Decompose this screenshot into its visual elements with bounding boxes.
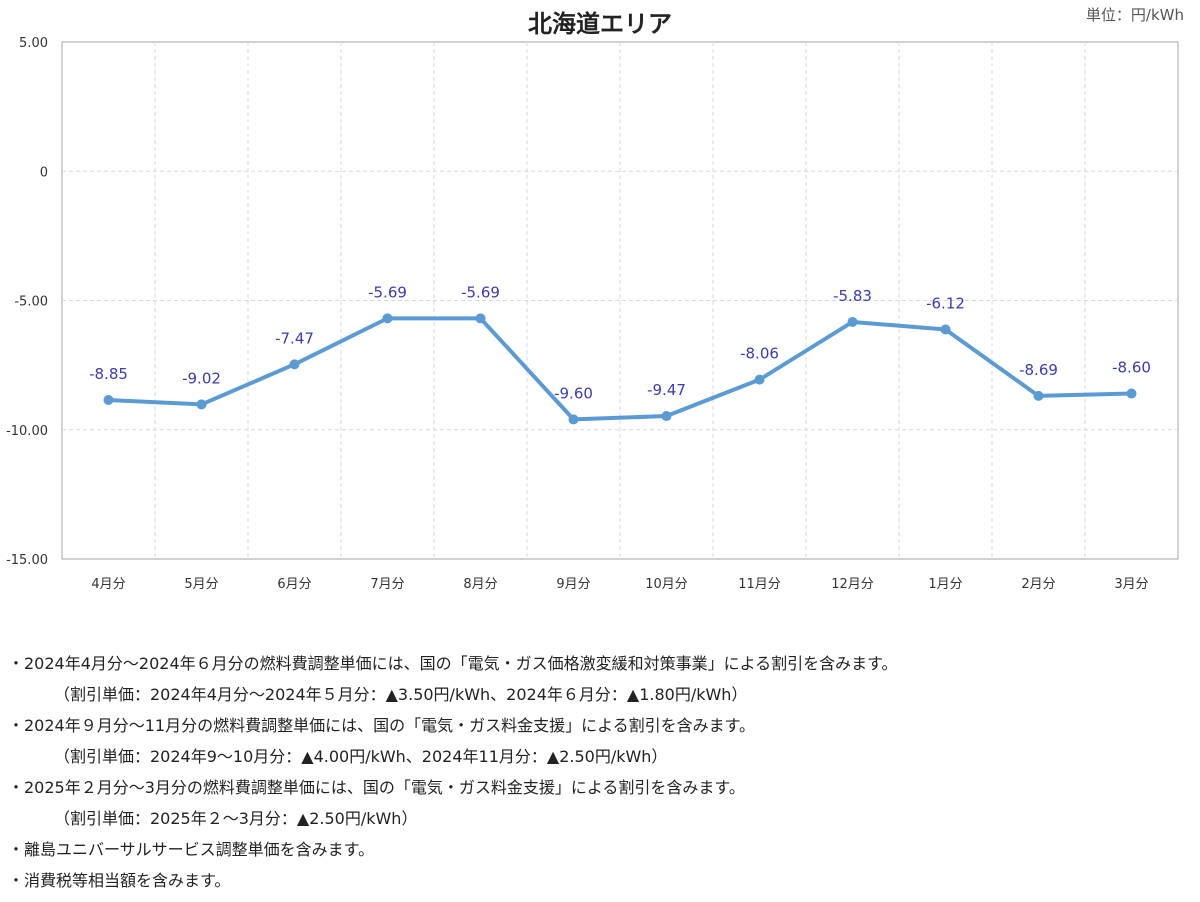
data-label: -8.06 <box>740 345 779 363</box>
x-tick-label: 7月分 <box>370 577 404 592</box>
x-tick-label: 2月分 <box>1021 577 1055 592</box>
note-line: （割引単価：2024年4月分～2024年５月分：▲3.50円/kWh、2024年… <box>54 685 748 704</box>
x-tick-label: 9月分 <box>556 577 590 592</box>
data-label: -8.60 <box>1112 359 1151 377</box>
x-tick-label: 5月分 <box>184 577 218 592</box>
data-label: -5.83 <box>833 287 872 305</box>
unit-label: 単位：円/kWh <box>1085 6 1184 24</box>
note-line: ・2024年4月分～2024年６月分の燃料費調整単価には、国の「電気・ガス価格激… <box>8 654 898 673</box>
y-tick-label: -15.00 <box>6 553 48 568</box>
x-tick-label: 6月分 <box>277 577 311 592</box>
data-point <box>475 313 486 324</box>
x-tick-label: 11月分 <box>738 577 781 592</box>
data-label: -9.47 <box>647 381 686 399</box>
chart-title: 北海道エリア <box>528 10 672 38</box>
data-point <box>940 324 951 335</box>
data-point <box>661 411 672 422</box>
y-tick-label: 0 <box>40 165 48 180</box>
series-line <box>106 316 1134 422</box>
note-line: ・2024年９月分～11月分の燃料費調整単価には、国の「電気・ガス料金支援」によ… <box>8 716 755 735</box>
data-point <box>289 359 300 370</box>
note-line: （割引単価：2024年9～10月分：▲4.00円/kWh、2024年11月分：▲… <box>54 747 668 766</box>
x-tick-label: 3月分 <box>1114 577 1148 592</box>
y-tick-label: -10.00 <box>6 424 48 439</box>
y-tick-label: -5.00 <box>14 295 48 310</box>
note-line: ・2025年２月分～3月分の燃料費調整単価には、国の「電気・ガス料金支援」による… <box>8 778 745 797</box>
data-point <box>103 395 114 406</box>
note-line: ・消費税等相当額を含みます。 <box>8 871 231 890</box>
data-point <box>754 374 765 385</box>
data-point <box>196 399 207 410</box>
data-label: -8.85 <box>89 365 128 383</box>
notes-list: ・2024年4月分～2024年６月分の燃料費調整単価には、国の「電気・ガス価格激… <box>8 648 1188 896</box>
note-line: （割引単価：2025年２～3月分：▲2.50円/kWh） <box>54 809 418 828</box>
data-label: -8.69 <box>1019 361 1058 379</box>
data-point <box>1033 390 1044 401</box>
line-chart: 5.00 0 -5.00 -10.00 -15.00 4月分 5月分 6月分 7月分 8月分 9月分… <box>6 36 1179 592</box>
x-tick-label: 12月分 <box>831 577 874 592</box>
data-label: -5.69 <box>461 283 500 301</box>
data-point <box>568 414 579 425</box>
data-point <box>847 316 858 327</box>
x-tick-label: 1月分 <box>928 577 962 592</box>
data-label: -7.47 <box>275 329 314 347</box>
note-line: ・離島ユニバーサルサービス調整単価を含みます。 <box>8 840 375 859</box>
x-tick-label: 4月分 <box>91 577 125 592</box>
data-label: -5.69 <box>368 283 407 301</box>
data-point <box>382 313 393 324</box>
x-tick-label: 10月分 <box>645 577 688 592</box>
data-label: -9.60 <box>554 384 593 402</box>
data-label: -9.02 <box>182 369 221 387</box>
y-tick-label: 5.00 <box>19 36 48 51</box>
x-tick-label: 8月分 <box>463 577 497 592</box>
data-label: -6.12 <box>926 294 965 312</box>
data-point <box>1126 388 1137 399</box>
